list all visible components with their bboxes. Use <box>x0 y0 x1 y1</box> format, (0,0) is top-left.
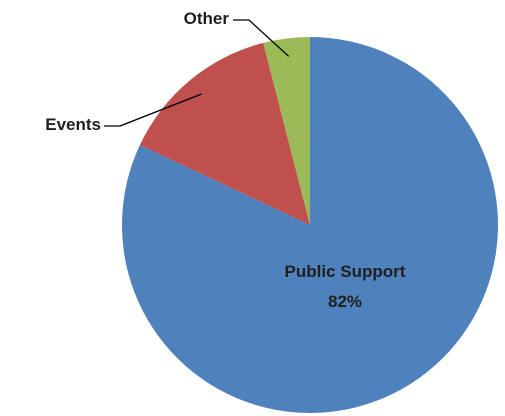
slice-label-events: Events <box>45 115 101 134</box>
pie-slice-events <box>139 42 310 225</box>
leader-lines <box>104 19 290 127</box>
slice-labels: Public Support 82% Events Other <box>45 9 406 311</box>
slice-label-public-support: Public Support <box>285 262 406 281</box>
slice-label-other: Other <box>184 9 230 28</box>
leader-line-other <box>233 19 290 57</box>
pie-slice-other <box>263 37 310 225</box>
leader-line-events <box>104 93 202 127</box>
slice-value-public-support: 82% <box>328 292 362 311</box>
pie-slices <box>121 37 498 413</box>
